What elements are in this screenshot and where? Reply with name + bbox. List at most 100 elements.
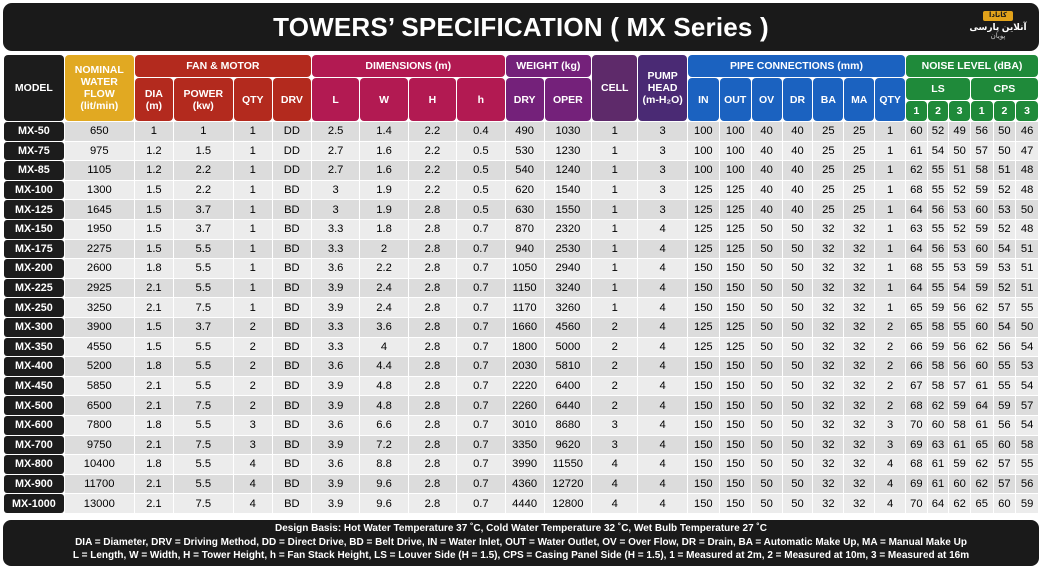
table-cell: 100 — [719, 141, 751, 161]
table-cell: 51 — [1016, 239, 1038, 259]
table-cell: 1 — [592, 122, 638, 141]
table-cell: 2.8 — [408, 239, 457, 259]
header-pipe-connections: PIPE CONNECTIONS (mm) — [687, 55, 906, 77]
table-cell: 0.7 — [457, 435, 505, 455]
table-cell: 52 — [927, 122, 949, 141]
table-cell: 63 — [906, 219, 927, 239]
table-cell: 32 — [844, 278, 875, 298]
model-cell: MX-75 — [4, 141, 64, 161]
table-cell: 4 — [638, 494, 687, 513]
table-cell: 2.8 — [408, 494, 457, 513]
table-cell: 50 — [782, 239, 813, 259]
table-cell: 56 — [927, 239, 949, 259]
table-cell: 46 — [1016, 122, 1038, 141]
table-cell: 0.7 — [457, 259, 505, 278]
table-cell: 1.5 — [173, 141, 233, 161]
table-cell: 2.8 — [408, 474, 457, 494]
table-cell: 56 — [1016, 474, 1038, 494]
table-cell: 50 — [751, 357, 782, 376]
table-row: MX-800 10400 1.8 5.5 4 BD 3.6 8.8 2.8 0.7 3990 1155… — [4, 455, 1038, 474]
model-cell: MX-50 — [4, 122, 64, 141]
table-cell: 1 — [875, 122, 906, 141]
table-cell: 3250 — [64, 298, 134, 317]
table-cell: 2.2 — [173, 161, 233, 180]
table-cell: 4 — [638, 396, 687, 415]
table-cell: 59 — [949, 396, 970, 415]
table-cell: 1170 — [505, 298, 544, 317]
table-cell: 40 — [751, 180, 782, 200]
table-cell: 68 — [906, 396, 927, 415]
table-row: MX-50 650 1 1 1 DD 2.5 1.4 2.2 0.4 490 1030 1 3 100 100… — [4, 122, 1038, 141]
table-cell: 6500 — [64, 396, 134, 415]
table-cell: 3.7 — [173, 317, 233, 337]
logo-line-1: آنلاین پارسی — [969, 22, 1027, 32]
table-cell: 4560 — [544, 317, 592, 337]
table-cell: 0.7 — [457, 317, 505, 337]
header-cell: CELL — [592, 55, 638, 121]
table-cell: 1 — [173, 122, 233, 141]
table-cell: 50 — [751, 337, 782, 357]
table-cell: 3010 — [505, 415, 544, 435]
table-cell: 61 — [949, 435, 970, 455]
table-cell: 3.6 — [311, 357, 360, 376]
table-cell: 3.9 — [311, 278, 360, 298]
table-row: MX-600 7800 1.8 5.5 3 BD 3.6 6.6 2.8 0.7 3010 8680 3… — [4, 415, 1038, 435]
table-cell: 50 — [993, 122, 1016, 141]
table-row: MX-500 6500 2.1 7.5 2 BD 3.9 4.8 2.8 0.7 2260 6440 2… — [4, 396, 1038, 415]
table-cell: 1 — [233, 180, 272, 200]
header-power-unit: (kw) — [192, 99, 214, 112]
title-bar: TOWERS’ SPECIFICATION ( MX Series ) کانا… — [3, 3, 1039, 51]
table-cell: 25 — [844, 122, 875, 141]
table-cell: 50 — [1016, 317, 1038, 337]
table-cell: 2.8 — [408, 200, 457, 219]
table-cell: 2030 — [505, 357, 544, 376]
table-cell: 61 — [927, 474, 949, 494]
table-cell: 2.1 — [134, 396, 173, 415]
table-cell: 4 — [638, 376, 687, 396]
table-cell: 4.4 — [360, 357, 408, 376]
company-logo: کانادا آنلاین پارسی پویان — [967, 11, 1029, 45]
table-cell: 52 — [993, 180, 1016, 200]
table-cell: 1.5 — [134, 317, 173, 337]
table-row: MX-450 5850 2.1 5.5 2 BD 3.9 4.8 2.8 0.7 2220 6400 2… — [4, 376, 1038, 396]
table-cell: 100 — [719, 122, 751, 141]
table-cell: 60 — [927, 415, 949, 435]
table-row: MX-100 1300 1.5 2.2 1 BD 3 1.9 2.2 0.5 620 1540 1 3 12… — [4, 180, 1038, 200]
table-cell: 25 — [844, 200, 875, 219]
table-cell: 2 — [592, 396, 638, 415]
table-cell: 10400 — [64, 455, 134, 474]
table-cell: 2.8 — [408, 435, 457, 455]
table-cell: 1 — [875, 239, 906, 259]
table-cell: 51 — [993, 161, 1016, 180]
table-cell: 2925 — [64, 278, 134, 298]
table-cell: 54 — [927, 141, 949, 161]
table-cell: 32 — [844, 317, 875, 337]
table-cell: 100 — [687, 122, 719, 141]
table-cell: 150 — [687, 455, 719, 474]
table-cell: 2.7 — [311, 161, 360, 180]
table-cell: 2.2 — [173, 180, 233, 200]
table-cell: 1.5 — [134, 239, 173, 259]
table-cell: 2.8 — [408, 219, 457, 239]
table-cell: 32 — [813, 357, 844, 376]
table-cell: 25 — [813, 161, 844, 180]
table-cell: 150 — [687, 415, 719, 435]
header-cps-1: 1 — [970, 101, 993, 121]
table-cell: BD — [272, 435, 311, 455]
table-cell: 1 — [592, 278, 638, 298]
table-cell: 150 — [719, 494, 751, 513]
table-cell: 2.8 — [408, 317, 457, 337]
table-cell: 0.4 — [457, 122, 505, 141]
table-cell: 32 — [813, 259, 844, 278]
table-cell: 55 — [993, 357, 1016, 376]
header-fan-qty: QTY — [233, 78, 272, 121]
table-cell: 1 — [875, 278, 906, 298]
table-cell: 150 — [687, 376, 719, 396]
table-cell: 32 — [813, 239, 844, 259]
table-cell: 2 — [233, 317, 272, 337]
table-cell: 4 — [592, 455, 638, 474]
table-cell: 32 — [844, 219, 875, 239]
table-row: MX-700 9750 2.1 7.5 3 BD 3.9 7.2 2.8 0.7 3350 9620 3… — [4, 435, 1038, 455]
table-cell: 50 — [782, 455, 813, 474]
table-cell: 54 — [1016, 337, 1038, 357]
